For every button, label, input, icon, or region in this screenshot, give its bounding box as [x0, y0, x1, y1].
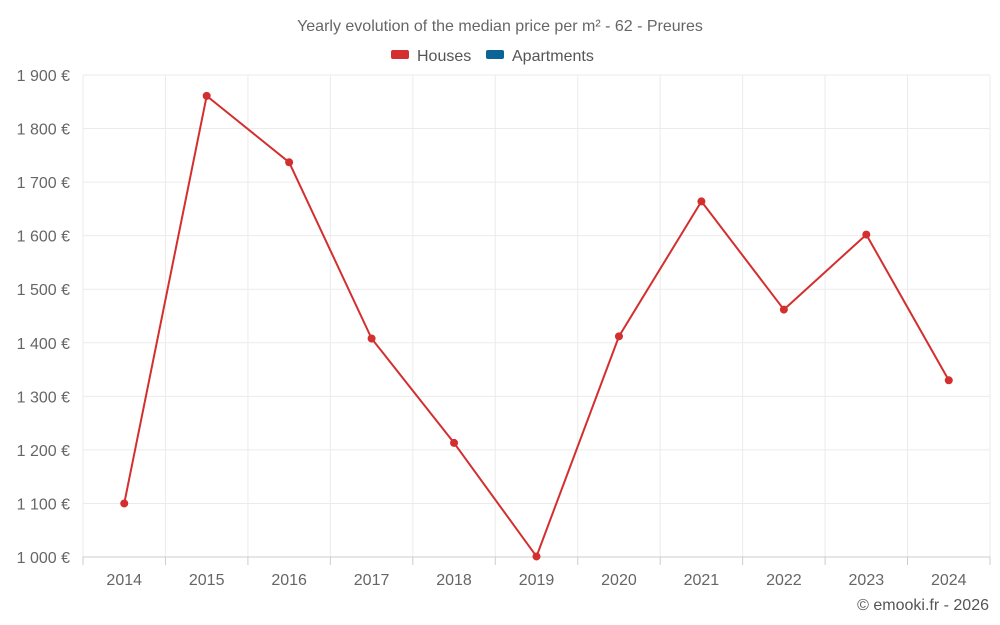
data-point[interactable] — [862, 230, 871, 239]
data-point[interactable] — [367, 334, 376, 343]
data-point[interactable] — [285, 158, 294, 167]
x-tick-label: 2020 — [601, 572, 637, 589]
x-tick-label: 2018 — [436, 572, 472, 589]
y-tick-label: 1 100 € — [17, 496, 70, 513]
y-tick-label: 1 300 € — [17, 389, 70, 406]
chart-title: Yearly evolution of the median price per… — [297, 18, 703, 35]
x-tick-label: 2021 — [684, 572, 720, 589]
x-tick-label: 2015 — [189, 572, 225, 589]
y-axis: 1 000 € 1 100 € 1 200 € 1 300 € 1 400 € 1 500… — [17, 68, 70, 567]
y-tick-label: 1 500 € — [17, 282, 70, 299]
x-tick-label: 2014 — [106, 572, 142, 589]
legend: Houses Apartments — [391, 48, 594, 65]
data-point[interactable] — [697, 197, 706, 206]
legend-label-houses: Houses — [417, 48, 471, 65]
x-tick-label: 2019 — [519, 572, 555, 589]
legend-item-apartments[interactable]: Apartments — [486, 48, 594, 65]
y-tick-label: 1 600 € — [17, 229, 70, 246]
y-tick-label: 1 700 € — [17, 175, 70, 192]
grid — [82, 74, 991, 557]
data-point[interactable] — [202, 91, 211, 100]
data-point[interactable] — [532, 552, 541, 561]
legend-label-apartments: Apartments — [512, 48, 594, 65]
x-tick-label: 2022 — [766, 572, 802, 589]
x-axis: 2014 2015 2016 2017 2018 2019 2020 2021 2022 2023… — [82, 556, 991, 589]
y-tick-label: 1 900 € — [17, 68, 70, 85]
y-tick-label: 1 200 € — [17, 443, 70, 460]
legend-swatch-houses — [391, 50, 409, 59]
x-tick-label: 2016 — [271, 572, 307, 589]
data-point[interactable] — [779, 305, 788, 314]
y-tick-label: 1 800 € — [17, 122, 70, 139]
legend-swatch-apartments — [486, 50, 504, 59]
legend-item-houses[interactable]: Houses — [391, 48, 471, 65]
x-tick-label: 2023 — [849, 572, 885, 589]
y-tick-label: 1 000 € — [17, 550, 70, 567]
data-point[interactable] — [120, 499, 129, 508]
data-point[interactable] — [944, 376, 953, 385]
plot-area — [120, 91, 953, 561]
data-point[interactable] — [450, 438, 459, 447]
x-tick-label: 2024 — [931, 572, 967, 589]
data-point[interactable] — [614, 332, 623, 341]
y-tick-label: 1 400 € — [17, 336, 70, 353]
x-tick-label: 2017 — [354, 572, 390, 589]
credit-text: © emooki.fr - 2026 — [857, 597, 989, 614]
